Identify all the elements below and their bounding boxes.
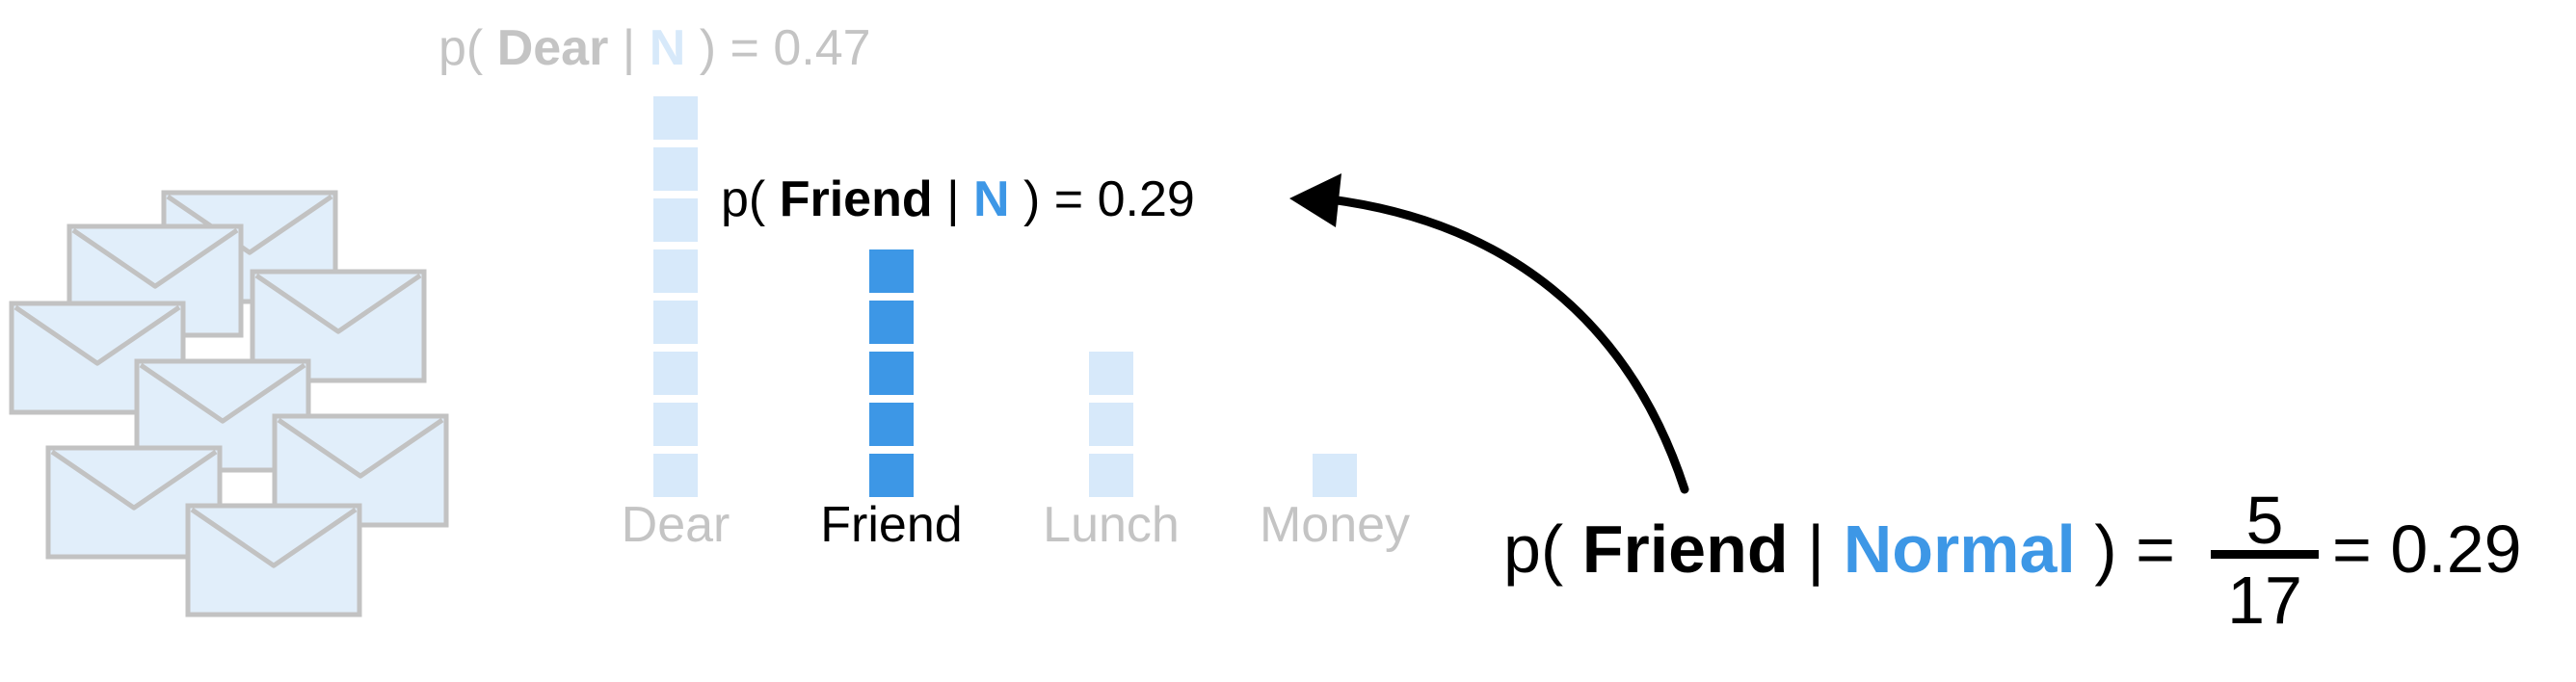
histogram-block [653,198,698,242]
faded-eq-bar: | [622,20,636,76]
faded-dear-equation: p( Dear | N ) = 0.47 [438,19,871,77]
histogram-block [1089,403,1133,446]
faded-eq-word: Dear [496,20,609,76]
main-equation: p( Friend | Normal ) = [1503,511,2175,588]
label-dear: Dear [621,497,730,553]
main-eq-class: Normal [1843,512,2076,587]
histogram-block [869,352,914,395]
histogram-block [869,249,914,293]
fraction-bar [2211,550,2319,559]
friend-equation: p( Friend | N ) = 0.29 [721,170,1195,228]
main-eq-result: = 0.29 [2332,512,2522,587]
faded-eq-close: ) = 0.47 [699,20,871,76]
main-eq-close: ) = [2094,512,2175,587]
histogram-block [1313,454,1357,497]
email-pile [9,190,449,617]
histogram-block [869,301,914,344]
label-lunch: Lunch [1043,497,1180,553]
envelope-icon [185,503,362,617]
histogram-block [653,147,698,191]
histogram-block [869,403,914,446]
main-eq-word: Friend [1581,512,1789,587]
histogram-block [1089,454,1133,497]
histogram-block [653,454,698,497]
histogram-block [653,249,698,293]
friend-eq-bar: | [946,171,960,227]
histogram-block [869,454,914,497]
histogram-block [653,352,698,395]
friend-eq-close: ) = 0.29 [1023,171,1195,227]
fraction-numerator: 5 [2245,483,2284,558]
histogram-block [653,301,698,344]
friend-eq-open: p( [721,171,766,227]
main-eq-bar: | [1807,512,1825,587]
friend-eq-class: N [973,171,1010,227]
label-money: Money [1259,497,1411,553]
histogram-block [653,96,698,140]
friend-eq-word: Friend [779,171,933,227]
faded-eq-open: p( [438,20,484,76]
label-friend: Friend [820,497,963,553]
histogram-block [1089,352,1133,395]
faded-eq-class: N [649,20,686,76]
histogram-block [653,403,698,446]
main-eq-open: p( [1503,512,1564,587]
fraction-denominator: 17 [2227,563,2302,638]
